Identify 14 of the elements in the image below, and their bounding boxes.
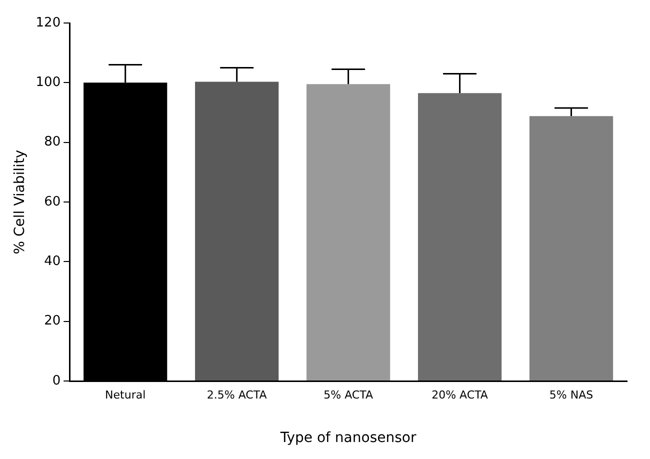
y-tick-label: 60 (44, 194, 61, 210)
y-tick-label: 80 (44, 134, 61, 150)
x-tick-label: 2.5% ACTA (206, 388, 268, 402)
y-tick-label: 0 (52, 373, 61, 388)
x-tick-label: Netural (105, 388, 146, 402)
y-tick-label: 40 (44, 254, 61, 270)
x-tick-label: 5% NAS (549, 388, 594, 402)
y-tick-label: 20 (44, 314, 61, 329)
y-axis-title: % Cell Viability (12, 150, 28, 254)
y-tick-label: 120 (36, 15, 61, 30)
x-tick-label: 20% ACTA (432, 388, 488, 402)
x-tick-label: 5% ACTA (324, 388, 374, 402)
x-axis-title: Type of nanosensor (279, 430, 416, 446)
y-tick-label: 100 (36, 75, 61, 90)
